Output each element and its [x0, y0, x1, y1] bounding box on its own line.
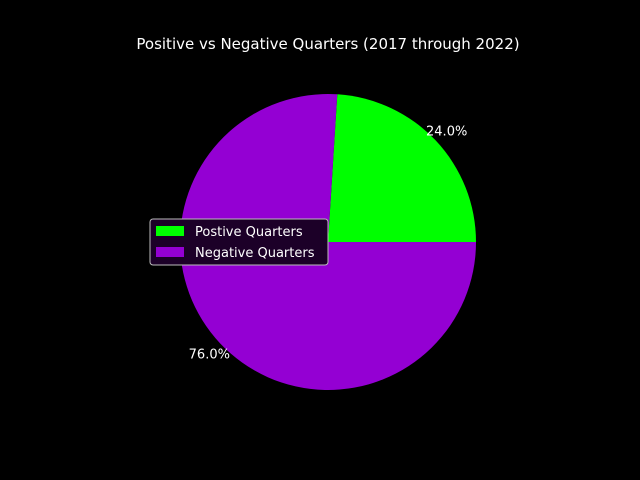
- legend-swatch-positive: [156, 226, 184, 236]
- chart-title: Positive vs Negative Quarters (2017 thro…: [136, 35, 519, 53]
- legend: Postive Quarters Negative Quarters: [149, 218, 329, 266]
- pct-label-positive: 24.0%: [426, 125, 467, 140]
- percentage-labels: 24.0% 76.0%: [189, 125, 468, 363]
- legend-swatch-negative: [156, 247, 184, 257]
- pie-slice-positive: [328, 94, 476, 242]
- legend-label-positive: Postive Quarters: [195, 225, 303, 240]
- legend-box: [149, 218, 329, 266]
- pct-label-negative: 76.0%: [189, 347, 230, 362]
- legend-label-negative: Negative Quarters: [195, 246, 315, 261]
